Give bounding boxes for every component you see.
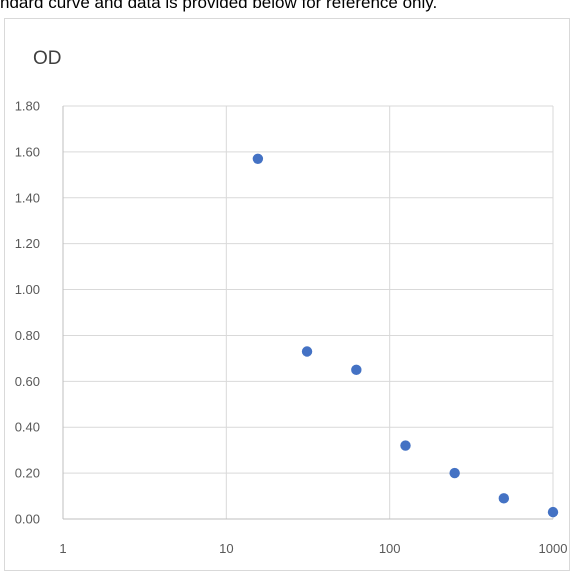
y-tick-label: 1.20 bbox=[15, 236, 40, 251]
page-caption: ndard curve and data is provided below f… bbox=[0, 0, 438, 12]
y-axis-tick-labels: 0.00 0.20 0.40 0.60 0.80 1.00 1.20 1.40 1.60 1.80 bbox=[15, 99, 40, 527]
x-tick-label: 1 bbox=[59, 541, 66, 556]
data-point bbox=[498, 493, 510, 504]
x-tick-label: 10 bbox=[219, 541, 233, 556]
y-axis-title: OD bbox=[33, 48, 62, 69]
data-point bbox=[301, 346, 313, 357]
y-tick-label: 1.40 bbox=[15, 190, 40, 205]
y-tick-label: 0.00 bbox=[15, 512, 40, 527]
y-tick-label: 1.00 bbox=[15, 282, 40, 297]
data-point bbox=[252, 153, 264, 164]
y-tick-label: 0.80 bbox=[15, 328, 40, 343]
data-point bbox=[547, 506, 559, 518]
data-points bbox=[252, 153, 559, 518]
x-tick-label: 1000 bbox=[539, 541, 568, 556]
y-tick-label: 0.60 bbox=[15, 374, 40, 389]
data-point bbox=[351, 364, 362, 376]
y-tick-label: 0.20 bbox=[15, 466, 40, 481]
y-tick-label: 1.60 bbox=[15, 144, 40, 159]
x-tick-label: 100 bbox=[379, 541, 401, 556]
data-point bbox=[400, 440, 411, 451]
data-point bbox=[449, 467, 460, 479]
y-tick-label: 1.80 bbox=[15, 99, 40, 114]
gridlines bbox=[63, 105, 554, 519]
chart-area bbox=[4, 18, 570, 571]
axes bbox=[62, 106, 553, 520]
y-tick-label: 0.40 bbox=[15, 420, 40, 435]
x-axis-tick-labels: 1 10 100 1000 bbox=[59, 541, 567, 556]
